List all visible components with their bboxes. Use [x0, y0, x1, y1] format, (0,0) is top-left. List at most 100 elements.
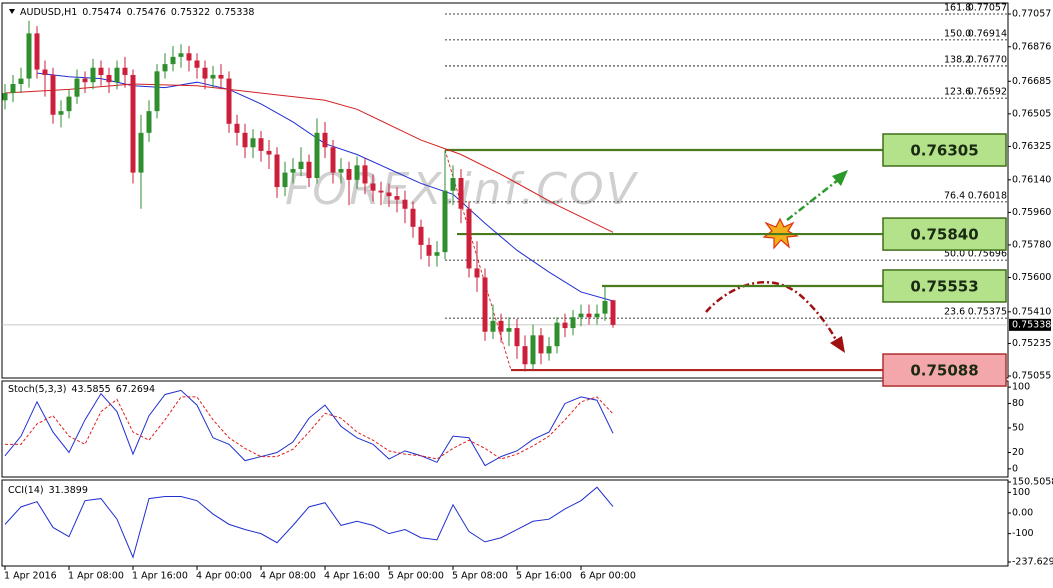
- candle-body: [250, 138, 256, 148]
- candle-body: [146, 111, 152, 133]
- candle-body: [450, 178, 456, 191]
- indicator-title: Stoch(5,3,3): [8, 384, 66, 395]
- fib-level-price: 0.75696: [968, 249, 1007, 260]
- candle-body: [274, 154, 280, 188]
- indicator-value: 43.5855: [71, 384, 110, 395]
- y-tick-label: 0.76685: [1012, 76, 1051, 87]
- candle-body: [66, 96, 72, 112]
- y-tick-label: 150.5058: [1012, 477, 1053, 488]
- candle-body: [490, 320, 496, 332]
- x-tick-label: 4 Apr 16:00: [324, 571, 380, 582]
- candle-body: [98, 67, 104, 75]
- candle-body: [322, 132, 328, 148]
- indicator-header: Stoch(5,3,3) 43.5855 67.2694: [8, 384, 155, 395]
- header-marker: [9, 9, 15, 14]
- candle-body: [194, 60, 200, 68]
- x-tick-label: 5 Apr 16:00: [516, 571, 572, 582]
- y-tick-label: 0.76140: [1012, 174, 1051, 185]
- candle-body: [578, 313, 584, 318]
- y-tick-label: 0.75960: [1012, 207, 1051, 218]
- candle-body: [18, 78, 24, 85]
- candle-body: [210, 74, 216, 79]
- y-tick-label: 0: [1012, 463, 1018, 474]
- candle-body: [394, 196, 400, 200]
- candle-body: [90, 67, 96, 83]
- fib-level-price: 0.75375: [968, 307, 1007, 318]
- down-arrow-head: [830, 336, 845, 353]
- candle-body: [354, 165, 360, 180]
- candle-body: [554, 322, 560, 347]
- level-box: [882, 217, 1007, 251]
- level-label: 0.75840: [910, 226, 978, 244]
- header-value: AUDUSD,H1: [20, 7, 77, 18]
- candle-body: [362, 165, 368, 184]
- candle-body: [410, 208, 416, 227]
- y-tick-label: 0.76876: [1012, 41, 1051, 52]
- y-tick-label: 0.75780: [1012, 239, 1051, 250]
- candle-body: [426, 244, 432, 256]
- x-tick-label: 6 Apr 00:00: [580, 571, 636, 582]
- candle-body: [602, 300, 608, 314]
- fib-level-name: 50.0: [944, 249, 965, 260]
- indicator-line: [4, 389, 614, 467]
- candle-body: [586, 313, 592, 318]
- candle-body: [10, 84, 16, 94]
- candle-body: [2, 93, 8, 101]
- indicator-title: CCI(14): [8, 485, 44, 496]
- y-tick-label: -237.6296: [1012, 557, 1053, 568]
- header-value: 0.75322: [171, 7, 210, 18]
- x-tick-label: 5 Apr 00:00: [388, 571, 444, 582]
- indicator-value: 31.3899: [49, 485, 88, 496]
- candle-body: [386, 192, 392, 197]
- candle-body: [82, 78, 88, 83]
- y-tick-label: 0.75410: [1012, 306, 1051, 317]
- candle-body: [114, 67, 120, 83]
- candle-body: [266, 150, 272, 155]
- indicator-line: [4, 486, 614, 559]
- candle-body: [306, 161, 312, 179]
- candle-body: [170, 56, 176, 65]
- y-tick-label: 0.76505: [1012, 108, 1051, 119]
- fib-level-price: 0.76592: [968, 87, 1007, 98]
- candle-body: [522, 346, 528, 365]
- candle-body: [562, 322, 568, 329]
- candle-body: [538, 335, 544, 354]
- down-arrow-line: [705, 281, 838, 341]
- level-label: 0.75553: [910, 277, 978, 295]
- candle-body: [58, 111, 64, 115]
- y-tick-label: 50: [1012, 422, 1024, 433]
- candle-body: [378, 190, 384, 193]
- candle-body: [26, 33, 32, 79]
- x-tick-label: 1 Apr 2016: [4, 571, 57, 582]
- candle-body: [530, 335, 536, 365]
- candle-body: [258, 138, 264, 151]
- candle-body: [330, 147, 336, 173]
- indicator-value: 67.2694: [116, 384, 155, 395]
- candle-body: [138, 132, 144, 173]
- fib-level-price: 0.76770: [968, 54, 1007, 65]
- candle-body: [130, 74, 136, 173]
- indicator-header: CCI(14) 31.3899: [8, 485, 88, 496]
- fib-level-name: 161.8: [944, 3, 971, 14]
- x-tick-label: 4 Apr 00:00: [196, 571, 252, 582]
- y-tick-label: 100: [1012, 487, 1030, 498]
- candle-body: [498, 320, 504, 332]
- level-box: [882, 269, 1007, 303]
- candle-body: [314, 132, 320, 179]
- current-price-tag: [1009, 318, 1051, 331]
- candle-body: [434, 252, 440, 256]
- x-tick-label: 5 Apr 08:00: [452, 571, 508, 582]
- candle-body: [234, 123, 240, 133]
- candle-body: [442, 190, 448, 253]
- fib-level-name: 23.6: [944, 307, 965, 318]
- candle-body: [178, 53, 184, 57]
- current-price-label: 0.75338: [1012, 319, 1051, 330]
- y-tick-label: 0.77057: [1012, 9, 1051, 20]
- header-value: 0.75476: [127, 7, 166, 18]
- candle-body: [402, 199, 408, 209]
- candle-body: [106, 74, 112, 83]
- header-value: 0.75474: [82, 7, 121, 18]
- candle-body: [418, 226, 424, 245]
- candle-body: [594, 313, 600, 318]
